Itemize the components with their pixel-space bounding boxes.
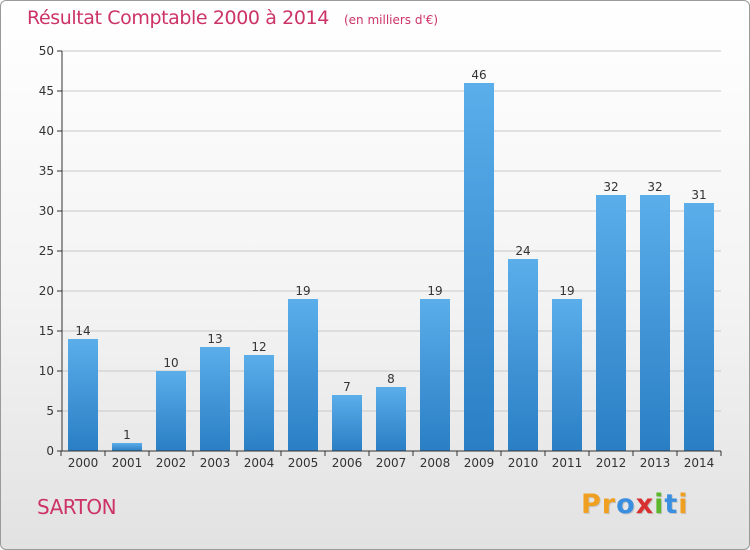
- chart-title: Résultat Comptable 2000 à 2014 (en milli…: [27, 7, 438, 29]
- y-tick-label: 10: [39, 364, 54, 378]
- y-tick-label: 15: [39, 324, 54, 338]
- labels: 0 5 10 15 20 25 30 35 40 45 50 14 2000 1 2001 10 2002 13 2…: [39, 44, 715, 470]
- x-tick-label: 2005: [288, 456, 319, 470]
- y-tick-label: 25: [39, 244, 54, 258]
- x-tick-label: 2003: [200, 456, 231, 470]
- x-tick-label: 2014: [684, 456, 715, 470]
- bar-2006[interactable]: [332, 395, 362, 451]
- bar-value-label: 46: [471, 68, 486, 82]
- bars: [68, 83, 714, 451]
- bar-2002[interactable]: [156, 371, 186, 451]
- logo-letter: i: [678, 489, 689, 520]
- bar-2007[interactable]: [376, 387, 406, 451]
- y-tick-label: 30: [39, 204, 54, 218]
- bar-value-label: 7: [343, 380, 351, 394]
- logo-letter: P: [581, 489, 602, 520]
- bar-2013[interactable]: [640, 195, 670, 451]
- title-text: Résultat Comptable 2000 à 2014: [27, 7, 329, 29]
- bar-2004[interactable]: [244, 355, 274, 451]
- x-tick-label: 2008: [420, 456, 451, 470]
- logo-letter: x: [635, 489, 655, 520]
- axes: [57, 50, 722, 456]
- bar-value-label: 19: [427, 284, 442, 298]
- bar-value-label: 32: [603, 180, 618, 194]
- bar-value-label: 32: [647, 180, 662, 194]
- x-tick-label: 2012: [596, 456, 627, 470]
- bar-2003[interactable]: [200, 347, 230, 451]
- bar-value-label: 19: [295, 284, 310, 298]
- x-tick-label: 2004: [244, 456, 275, 470]
- x-tick-label: 2002: [156, 456, 187, 470]
- logo-letter: o: [616, 489, 636, 520]
- y-tick-label: 0: [46, 444, 54, 458]
- title-unit: (en milliers d'€): [343, 13, 439, 27]
- x-tick-label: 2011: [552, 456, 583, 470]
- bar-2005[interactable]: [288, 299, 318, 451]
- x-tick-label: 2010: [508, 456, 539, 470]
- bar-2011[interactable]: [552, 299, 582, 451]
- x-tick-label: 2001: [112, 456, 143, 470]
- x-tick-label: 2013: [640, 456, 671, 470]
- bar-value-label: 1: [123, 428, 131, 442]
- bar-value-label: 14: [75, 324, 90, 338]
- bar-2000[interactable]: [68, 339, 98, 451]
- logo-letter: r: [601, 489, 617, 520]
- bar-value-label: 12: [251, 340, 266, 354]
- y-tick-label: 45: [39, 84, 54, 98]
- bar-value-label: 8: [387, 372, 395, 386]
- x-tick-label: 2007: [376, 456, 407, 470]
- bar-value-label: 24: [515, 244, 530, 258]
- y-tick-label: 35: [39, 164, 54, 178]
- x-tick-label: 2009: [464, 456, 495, 470]
- y-tick-label: 5: [46, 404, 54, 418]
- logo-letter: i: [654, 489, 665, 520]
- bar-value-label: 31: [691, 188, 706, 202]
- bar-2014[interactable]: [684, 203, 714, 451]
- bar-2010[interactable]: [508, 259, 538, 451]
- y-tick-label: 20: [39, 284, 54, 298]
- bar-2001[interactable]: [112, 443, 142, 451]
- bar-value-label: 19: [559, 284, 574, 298]
- y-tick-label: 40: [39, 124, 54, 138]
- commune-name: SARTON: [37, 495, 117, 519]
- x-tick-label: 2000: [68, 456, 99, 470]
- bar-2012[interactable]: [596, 195, 626, 451]
- bar-2008[interactable]: [420, 299, 450, 451]
- logo-letter: t: [664, 489, 679, 520]
- proxiti-logo[interactable]: Proxiti: [581, 489, 689, 520]
- x-tick-label: 2006: [332, 456, 363, 470]
- bar-value-label: 10: [163, 356, 178, 370]
- y-tick-label: 50: [39, 44, 54, 58]
- bar-2009[interactable]: [464, 83, 494, 451]
- bar-value-label: 13: [207, 332, 222, 346]
